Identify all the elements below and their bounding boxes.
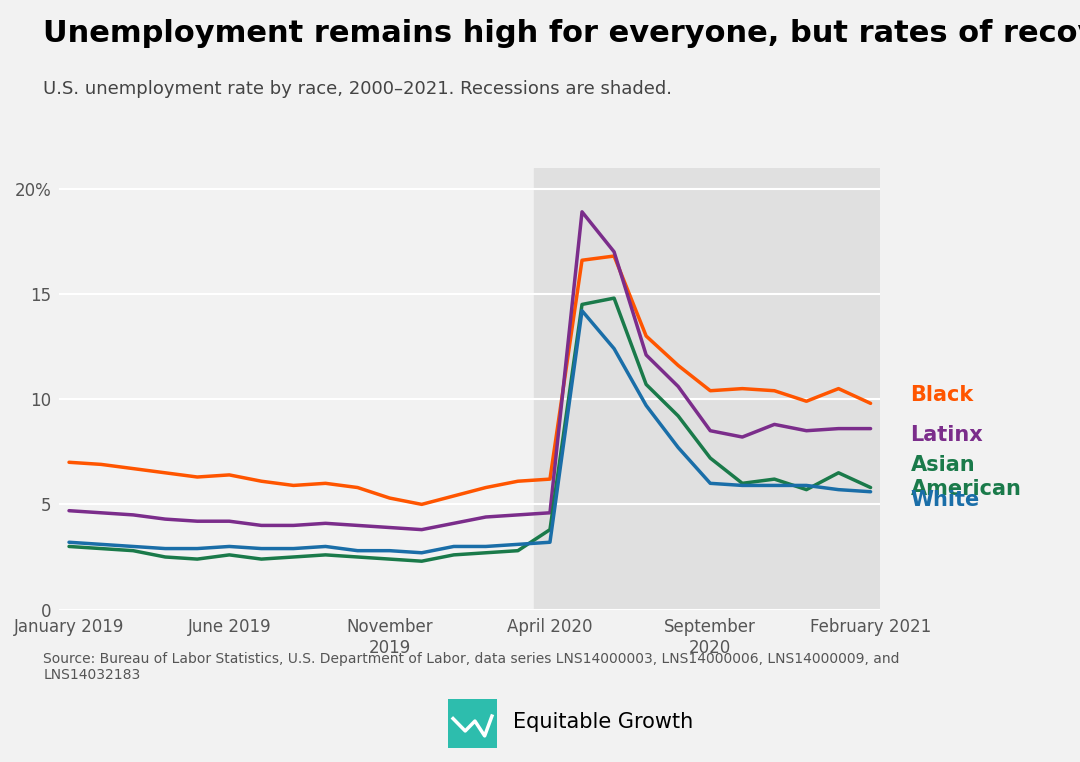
Text: Unemployment remains high for everyone, but rates of recovery differ: Unemployment remains high for everyone, …: [43, 19, 1080, 48]
Text: Equitable Growth: Equitable Growth: [513, 712, 693, 732]
Text: Asian
American: Asian American: [910, 456, 1022, 498]
Text: Latinx: Latinx: [910, 425, 983, 445]
Text: Black: Black: [910, 385, 974, 405]
Text: Source: Bureau of Labor Statistics, U.S. Department of Labor, data series LNS140: Source: Bureau of Labor Statistics, U.S.…: [43, 652, 900, 682]
Bar: [534, 168, 880, 610]
FancyBboxPatch shape: [446, 696, 499, 751]
Text: U.S. unemployment rate by race, 2000–2021. Recessions are shaded.: U.S. unemployment rate by race, 2000–202…: [43, 80, 672, 98]
Text: White: White: [910, 490, 980, 511]
